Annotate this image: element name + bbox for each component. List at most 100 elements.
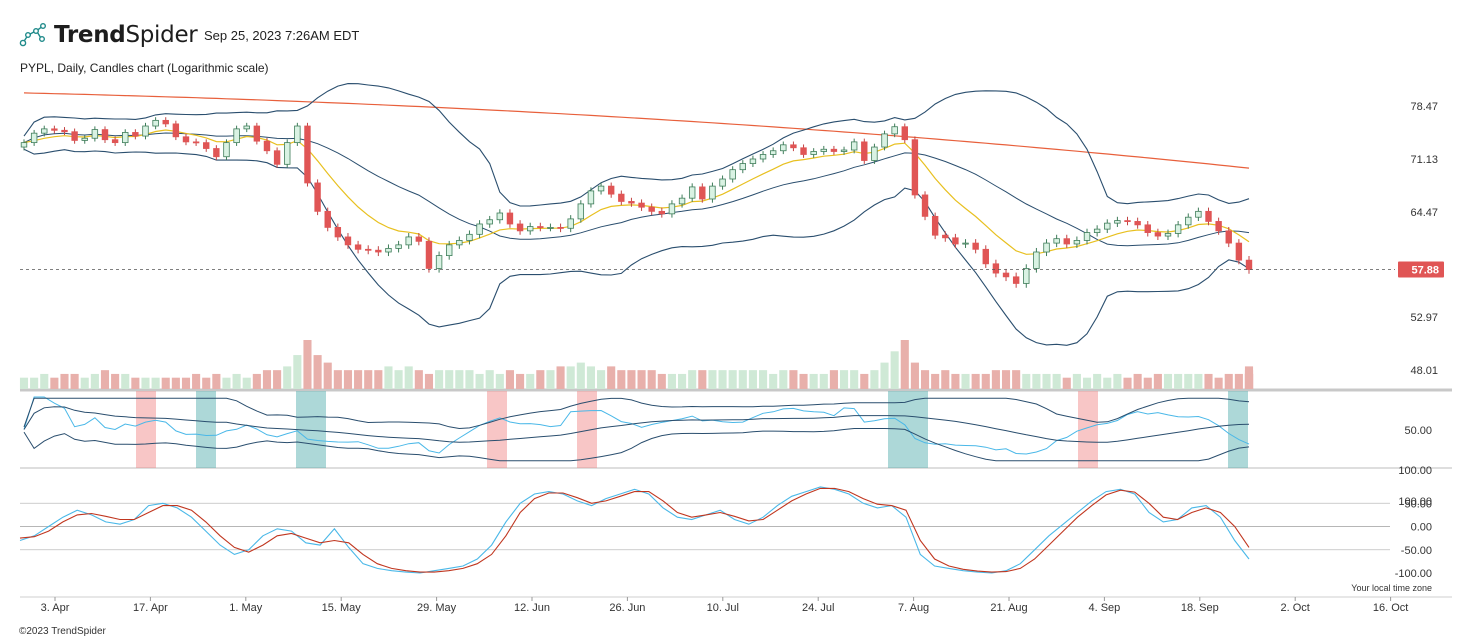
candle[interactable]: [587, 187, 595, 208]
candle[interactable]: [1235, 239, 1243, 265]
candle[interactable]: [567, 215, 574, 233]
candle[interactable]: [547, 223, 554, 232]
candle[interactable]: [921, 191, 929, 221]
candle[interactable]: [354, 240, 362, 254]
candle[interactable]: [840, 146, 848, 155]
candle[interactable]: [273, 147, 281, 168]
candle[interactable]: [769, 147, 777, 158]
candle[interactable]: [1144, 221, 1151, 237]
candle[interactable]: [749, 155, 757, 167]
candle[interactable]: [648, 203, 655, 216]
candle[interactable]: [739, 160, 747, 174]
candle[interactable]: [314, 179, 321, 216]
candle[interactable]: [405, 233, 412, 249]
candle[interactable]: [871, 143, 878, 164]
candle[interactable]: [456, 236, 463, 249]
candle[interactable]: [901, 123, 908, 143]
candle[interactable]: [233, 125, 240, 146]
candle[interactable]: [729, 166, 736, 183]
candle[interactable]: [172, 120, 180, 141]
candle[interactable]: [1053, 234, 1060, 248]
candle[interactable]: [1104, 219, 1111, 234]
candle[interactable]: [810, 148, 817, 158]
candle[interactable]: [577, 200, 585, 223]
candle[interactable]: [476, 220, 483, 239]
candle[interactable]: [30, 129, 38, 146]
candle[interactable]: [81, 134, 88, 144]
candle[interactable]: [365, 245, 372, 255]
candle[interactable]: [678, 194, 686, 208]
candle[interactable]: [425, 237, 433, 273]
candle[interactable]: [780, 141, 787, 155]
candle[interactable]: [243, 122, 250, 133]
candle[interactable]: [61, 127, 68, 135]
candle[interactable]: [972, 239, 979, 254]
candle[interactable]: [1164, 229, 1172, 241]
candle[interactable]: [294, 122, 301, 146]
candle[interactable]: [962, 239, 969, 248]
candle[interactable]: [304, 122, 311, 187]
candle[interactable]: [800, 144, 807, 158]
candle[interactable]: [618, 190, 625, 206]
candle[interactable]: [719, 175, 726, 190]
candle[interactable]: [263, 137, 271, 155]
candle[interactable]: [162, 117, 169, 128]
candle[interactable]: [1063, 234, 1070, 248]
candle[interactable]: [435, 251, 443, 273]
candle[interactable]: [1083, 228, 1091, 245]
candle[interactable]: [324, 207, 331, 232]
candle[interactable]: [344, 233, 352, 249]
candle[interactable]: [638, 199, 645, 211]
candle[interactable]: [709, 182, 716, 203]
candle[interactable]: [213, 145, 220, 161]
candle[interactable]: [1002, 268, 1010, 282]
candle[interactable]: [1023, 264, 1030, 288]
candle[interactable]: [51, 125, 58, 134]
candle[interactable]: [1114, 216, 1121, 227]
candle[interactable]: [284, 139, 291, 168]
candle[interactable]: [668, 200, 676, 218]
candle[interactable]: [192, 138, 200, 146]
candle[interactable]: [152, 117, 159, 130]
candle[interactable]: [1174, 221, 1182, 238]
candle[interactable]: [952, 233, 959, 248]
candle[interactable]: [820, 145, 827, 155]
candle[interactable]: [142, 122, 149, 140]
candle[interactable]: [911, 136, 919, 199]
candle[interactable]: [607, 182, 615, 198]
candle[interactable]: [1215, 217, 1222, 235]
candle[interactable]: [20, 139, 28, 151]
candle[interactable]: [334, 223, 342, 241]
candle[interactable]: [385, 244, 392, 257]
candle[interactable]: [881, 130, 888, 151]
candle[interactable]: [1185, 213, 1192, 229]
candle[interactable]: [1205, 207, 1212, 226]
candle[interactable]: [516, 220, 524, 235]
candle[interactable]: [71, 128, 78, 144]
candle[interactable]: [203, 139, 210, 152]
candle[interactable]: [101, 126, 109, 143]
candle[interactable]: [1073, 236, 1081, 248]
candle[interactable]: [466, 230, 473, 245]
candle[interactable]: [759, 151, 767, 163]
candle[interactable]: [830, 145, 838, 155]
candle[interactable]: [557, 223, 564, 233]
candle[interactable]: [375, 246, 382, 257]
candle[interactable]: [850, 138, 858, 154]
candle[interactable]: [182, 133, 190, 146]
candle[interactable]: [861, 138, 868, 164]
candle[interactable]: [526, 222, 534, 235]
candle[interactable]: [446, 240, 453, 260]
candle[interactable]: [1195, 207, 1202, 222]
candle[interactable]: [699, 183, 706, 203]
candle[interactable]: [41, 125, 48, 137]
candle[interactable]: [942, 231, 949, 242]
candle[interactable]: [486, 215, 493, 228]
candle[interactable]: [506, 209, 514, 228]
candle[interactable]: [992, 259, 1000, 278]
candle[interactable]: [790, 141, 797, 152]
candle[interactable]: [658, 207, 666, 218]
candle[interactable]: [891, 123, 898, 138]
candle[interactable]: [253, 122, 261, 145]
